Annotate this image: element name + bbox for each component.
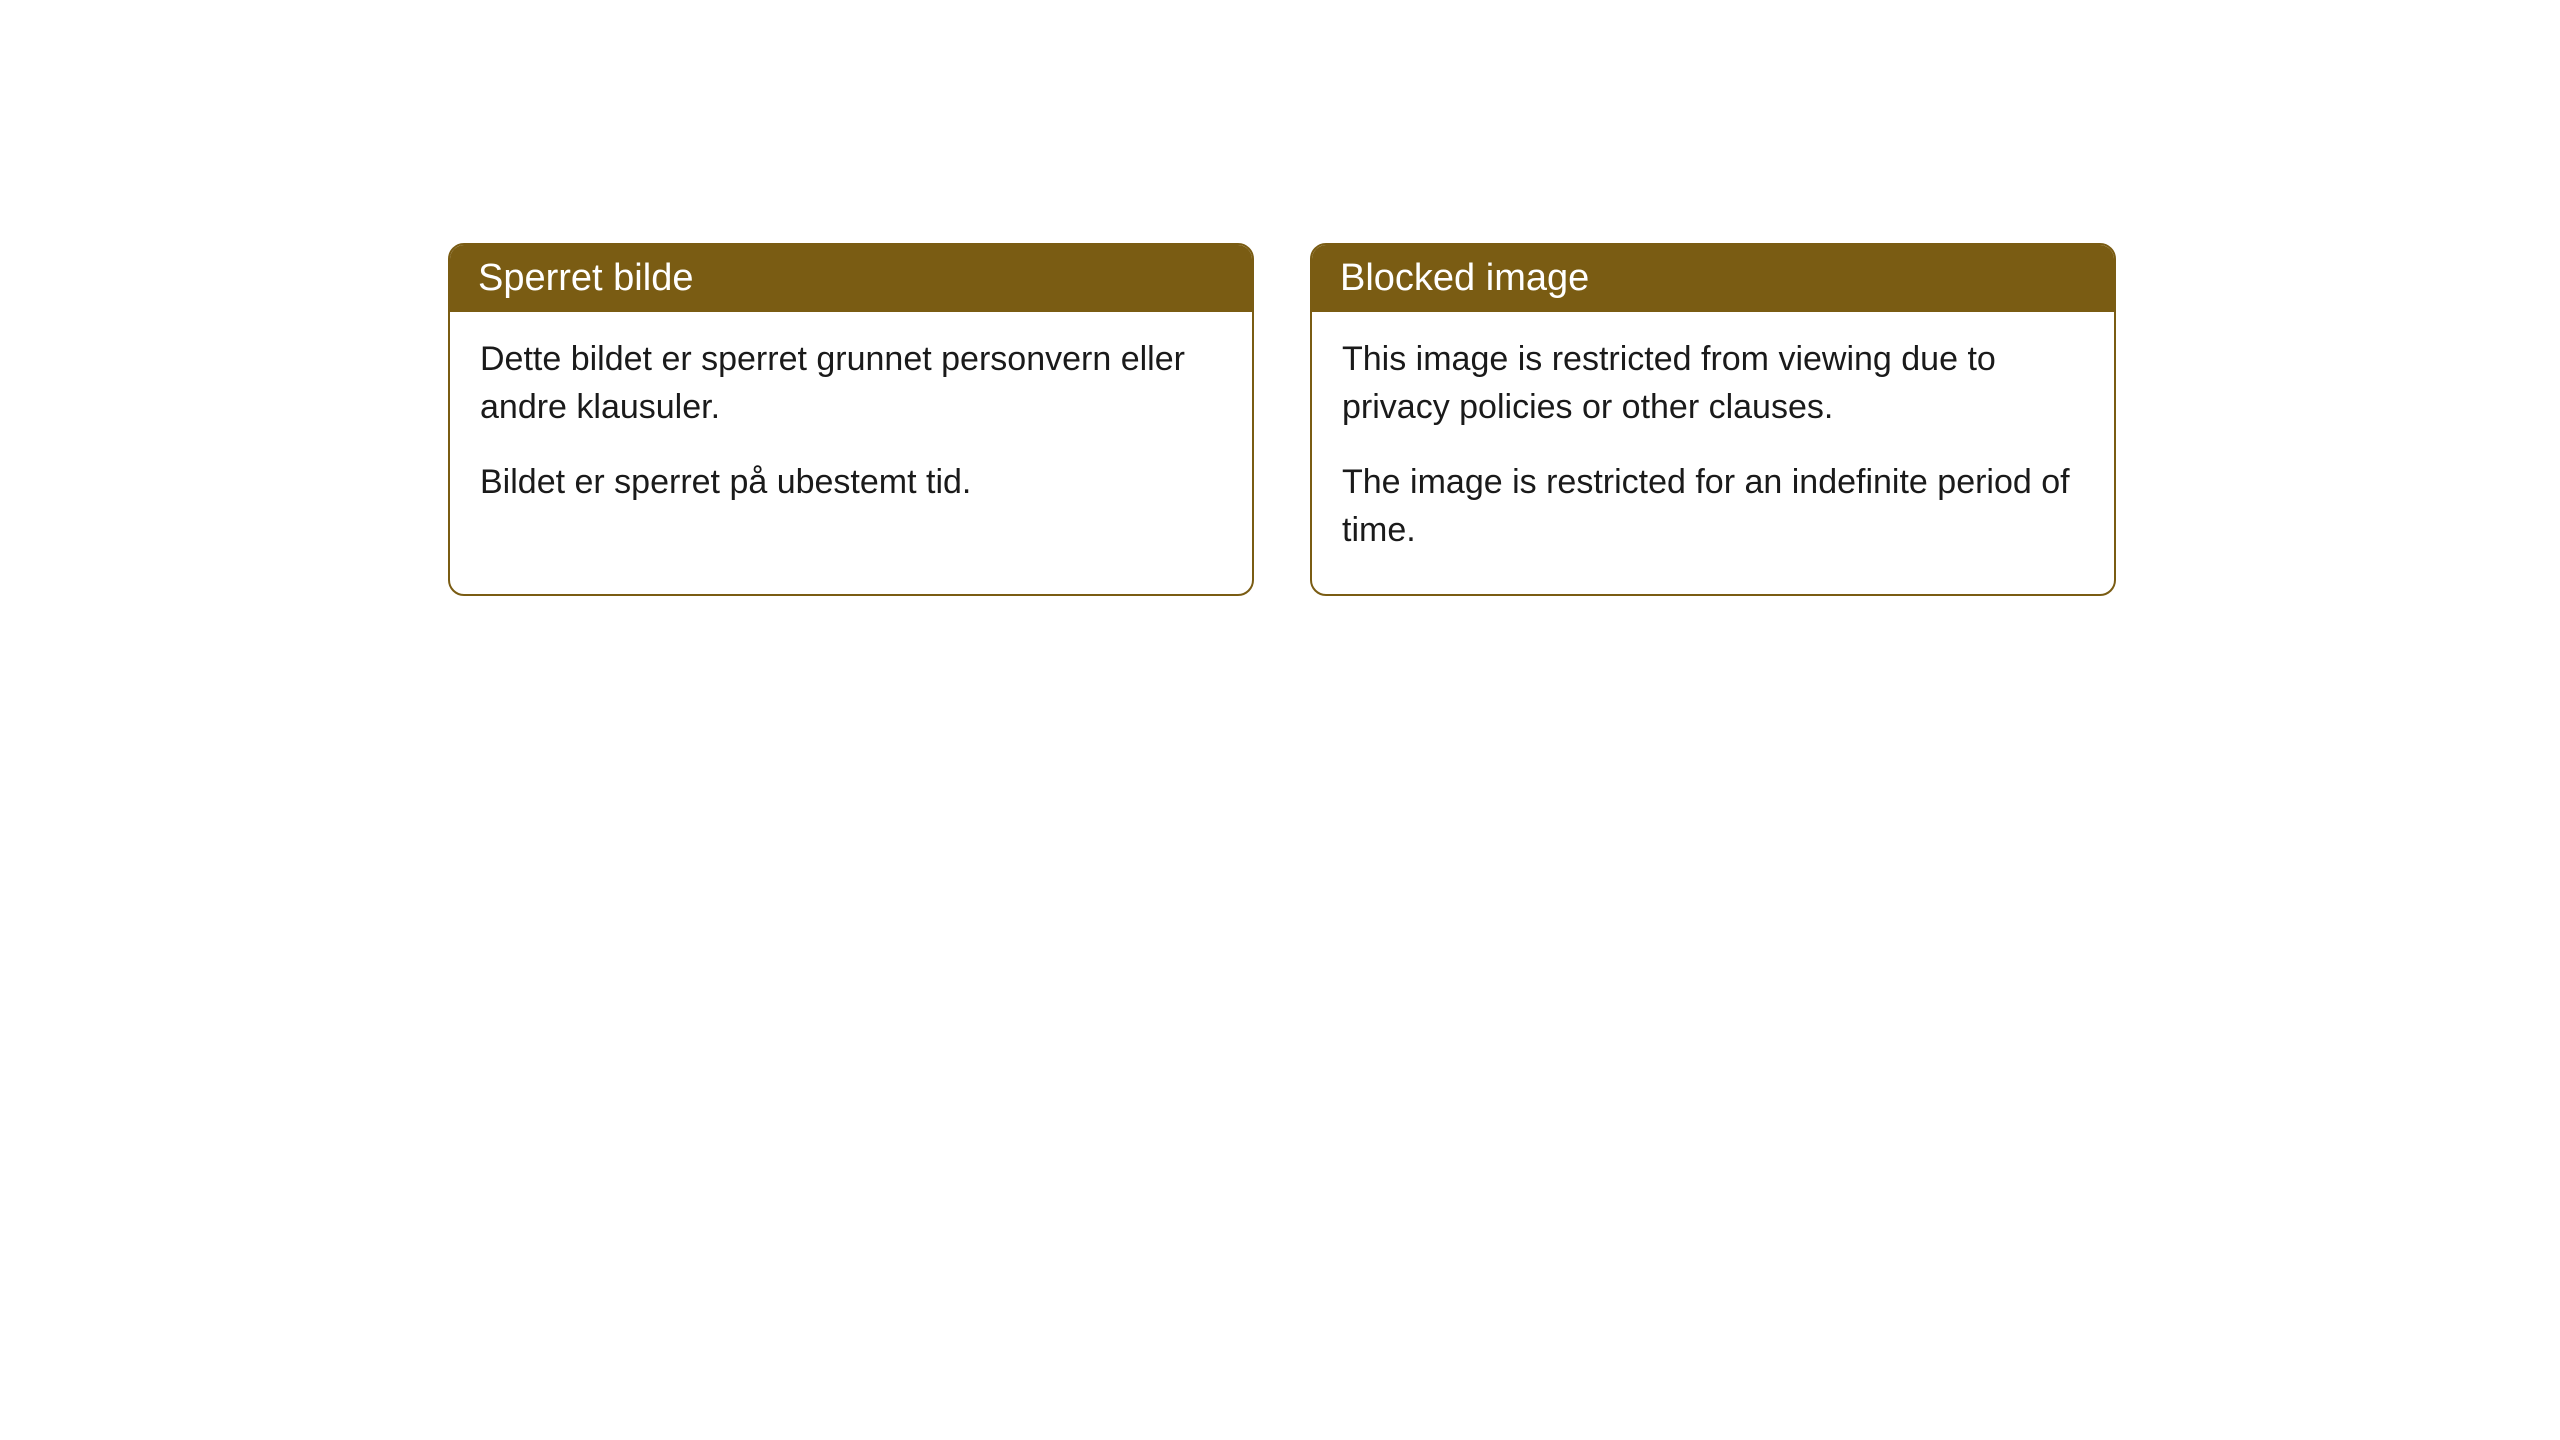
card-paragraph: The image is restricted for an indefinit… — [1342, 459, 2084, 554]
card-norwegian: Sperret bilde Dette bildet er sperret gr… — [448, 243, 1254, 596]
card-header-english: Blocked image — [1312, 245, 2114, 312]
card-title-english: Blocked image — [1340, 257, 1589, 299]
cards-container: Sperret bilde Dette bildet er sperret gr… — [448, 243, 2116, 596]
card-paragraph: Dette bildet er sperret grunnet personve… — [480, 336, 1222, 431]
card-paragraph: Bildet er sperret på ubestemt tid. — [480, 459, 1222, 507]
card-header-norwegian: Sperret bilde — [450, 245, 1252, 312]
card-title-norwegian: Sperret bilde — [478, 257, 693, 299]
card-body-english: This image is restricted from viewing du… — [1312, 312, 2114, 594]
card-paragraph: This image is restricted from viewing du… — [1342, 336, 2084, 431]
card-body-norwegian: Dette bildet er sperret grunnet personve… — [450, 312, 1252, 547]
card-english: Blocked image This image is restricted f… — [1310, 243, 2116, 596]
